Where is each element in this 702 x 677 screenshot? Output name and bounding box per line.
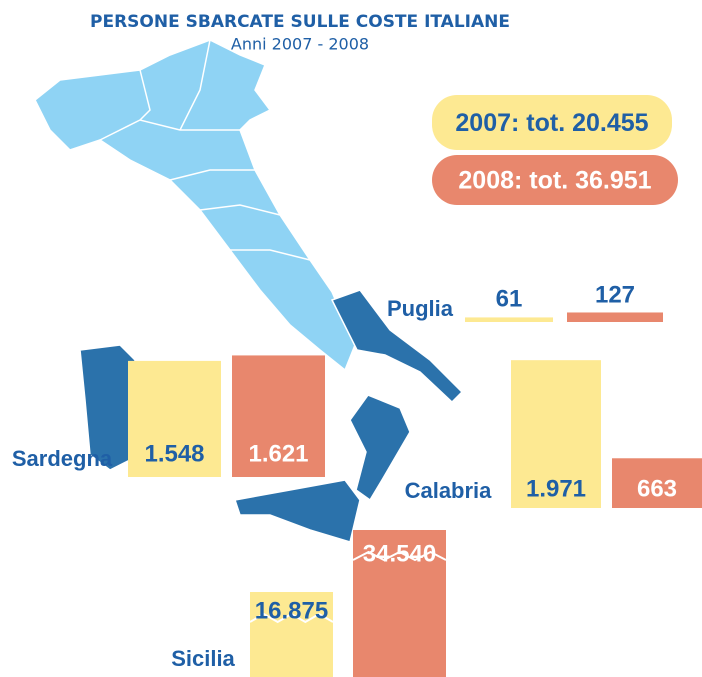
value-label: 1.621 (248, 440, 308, 467)
title: PERSONE SBARCATE SULLE COSTE ITALIANE (90, 12, 510, 32)
region-line (99, 39, 311, 261)
sicilia (234, 479, 361, 543)
legend-pill (432, 155, 678, 205)
region-label: Sicilia (171, 646, 235, 671)
region-label: Puglia (387, 296, 454, 321)
sardegna (79, 344, 136, 471)
value-label: 1.971 (526, 475, 586, 502)
region-label: Sardegna (12, 446, 113, 471)
value-label: 61 (496, 285, 523, 312)
map (34, 39, 464, 543)
bar (612, 458, 702, 508)
bar (232, 355, 325, 477)
value-label: 663 (637, 475, 677, 502)
break-mark (249, 612, 334, 624)
legend-pill (432, 95, 672, 150)
puglia (330, 289, 464, 404)
subtitle: Anni 2007 - 2008 (231, 35, 369, 54)
legend-label: 2008: tot. 36.951 (458, 167, 651, 195)
bar (567, 312, 663, 322)
bar (250, 592, 333, 677)
calabria (349, 394, 411, 502)
bar (511, 360, 601, 508)
value-label: 16.875 (255, 597, 328, 624)
italy-mainland (34, 39, 356, 372)
bar (128, 360, 221, 477)
value-label: 1.548 (144, 440, 204, 467)
value-label: 34.540 (363, 540, 436, 567)
value-label: 127 (595, 281, 635, 308)
bar (465, 317, 553, 322)
bar (353, 530, 446, 677)
break-mark (352, 550, 447, 562)
legend-label: 2007: tot. 20.455 (455, 109, 648, 137)
region-label: Calabria (405, 478, 493, 503)
